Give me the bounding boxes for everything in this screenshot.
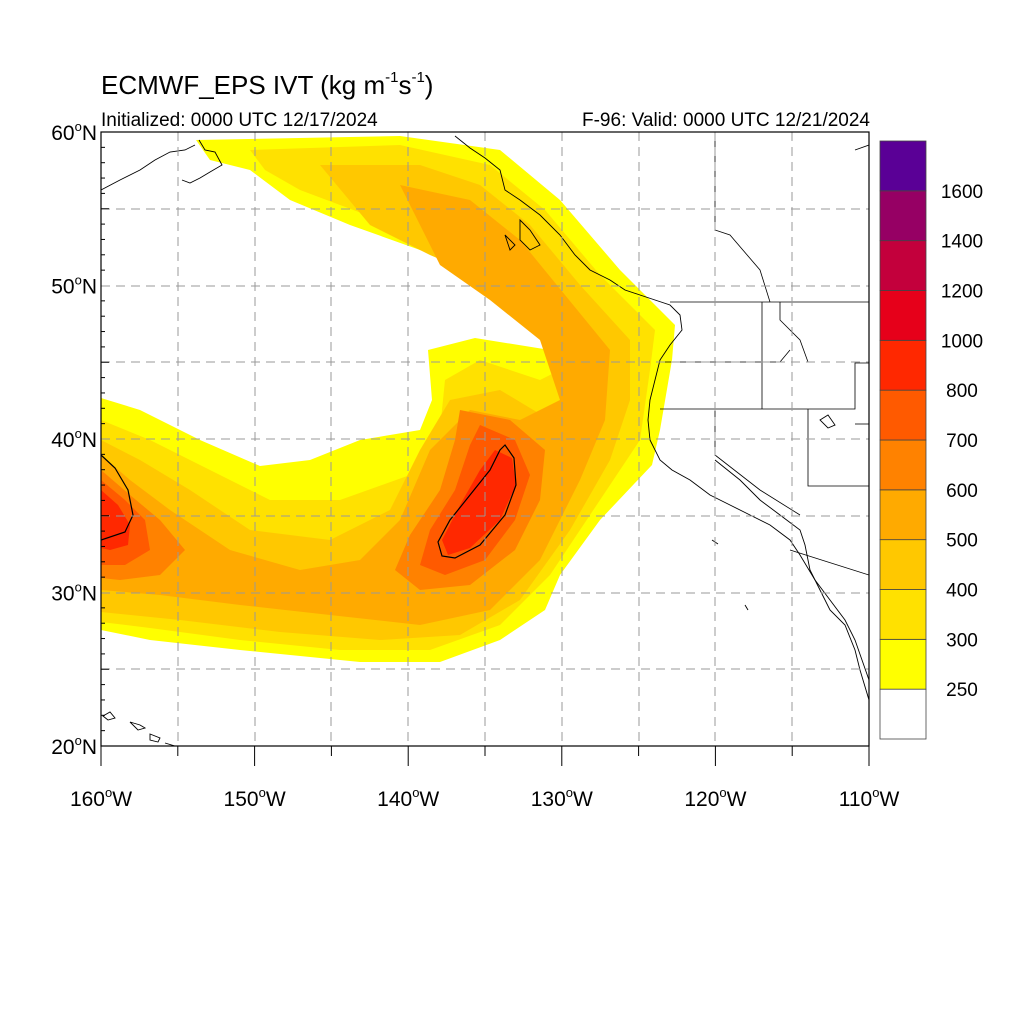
lat-tick-label: 20oN bbox=[51, 733, 97, 759]
lon-tick-labels: 160oW 150oW 140oW 130oW 120oW 110oW bbox=[70, 785, 900, 811]
lon-tick-label: 130oW bbox=[531, 785, 593, 811]
initialized-time: Initialized: 0000 UTC 12/17/2024 bbox=[101, 110, 378, 131]
lat-tick-label: 40oN bbox=[51, 426, 97, 452]
legend-label: 1400 bbox=[941, 232, 983, 253]
legend-label: 400 bbox=[946, 581, 978, 602]
ivt-band-800b bbox=[442, 450, 516, 555]
contour-800 bbox=[101, 454, 134, 541]
contour-800b bbox=[437, 444, 517, 559]
lat-tick-labels: 20oN 30oN 40oN 50oN 60oN bbox=[51, 119, 97, 759]
legend-swatch bbox=[879, 539, 927, 590]
legend-label: 250 bbox=[946, 680, 978, 701]
lon-tick-label: 160oW bbox=[70, 785, 132, 811]
legend-swatch bbox=[879, 589, 927, 640]
tick-marks bbox=[100, 146, 870, 766]
legend-label: 800 bbox=[946, 381, 978, 402]
lon-tick-label: 120oW bbox=[684, 785, 746, 811]
lon-tick-label: 110oW bbox=[839, 785, 900, 811]
lat-tick-label: 60oN bbox=[51, 119, 97, 145]
borders bbox=[660, 132, 869, 576]
legend-swatch bbox=[879, 240, 927, 291]
legend-swatch bbox=[879, 339, 927, 391]
legend-label: 1200 bbox=[941, 282, 983, 303]
legend-swatch bbox=[879, 688, 927, 740]
ivt-band-800 bbox=[101, 490, 130, 550]
legend-label: 600 bbox=[946, 481, 978, 502]
ivt-field bbox=[101, 132, 869, 746]
legend-swatch bbox=[879, 439, 927, 491]
legend-label: 1000 bbox=[941, 331, 983, 352]
legend-swatch bbox=[879, 140, 927, 192]
legend-label: 500 bbox=[946, 531, 978, 552]
legend-label: 300 bbox=[946, 630, 978, 651]
legend-label: 700 bbox=[946, 431, 978, 452]
legend-swatch bbox=[879, 290, 927, 341]
lon-tick-label: 150oW bbox=[224, 785, 286, 811]
legend-label: 1600 bbox=[941, 182, 983, 203]
legend-swatch bbox=[879, 389, 927, 441]
legend-swatch bbox=[879, 190, 927, 242]
legend-swatch bbox=[879, 489, 927, 541]
lat-tick-label: 50oN bbox=[51, 273, 97, 299]
lon-tick-label: 140oW bbox=[377, 785, 439, 811]
graticule bbox=[101, 132, 869, 746]
legend-swatch bbox=[879, 638, 927, 690]
map-title: ECMWF_EPS IVT (kg m-1s-1) bbox=[101, 69, 434, 100]
valid-time: F-96: Valid: 0000 UTC 12/21/2024 bbox=[582, 110, 870, 131]
color-legend: 250 300 400 500 600 700 800 1000 1200 1400 1600 bbox=[879, 140, 983, 740]
lat-tick-label: 30oN bbox=[51, 580, 97, 606]
